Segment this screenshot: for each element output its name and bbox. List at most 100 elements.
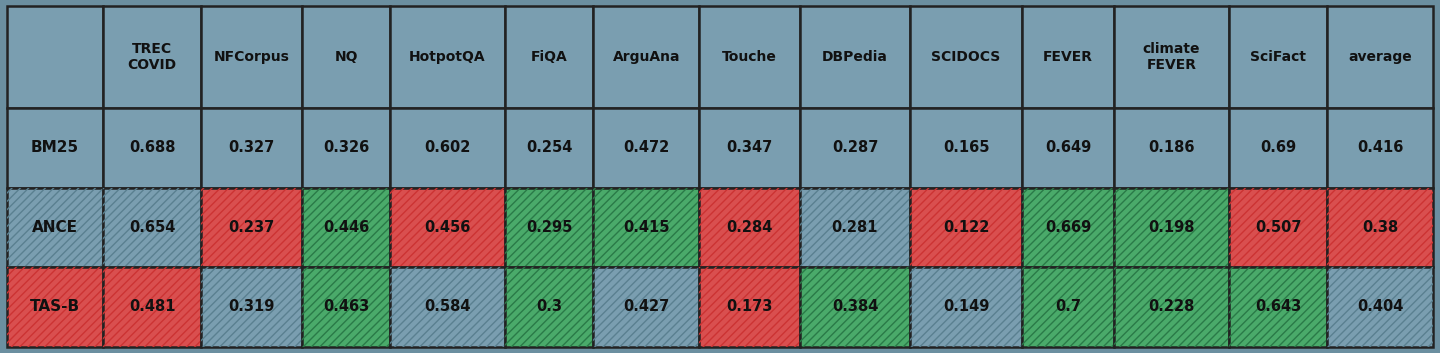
Bar <box>593 267 698 347</box>
Text: 0.3: 0.3 <box>536 299 562 315</box>
Bar <box>801 108 910 187</box>
Text: 0.415: 0.415 <box>624 220 670 235</box>
Bar <box>593 187 698 267</box>
Text: 0.688: 0.688 <box>128 140 176 155</box>
Text: SCIDOCS: SCIDOCS <box>932 50 1001 64</box>
Bar <box>505 108 593 187</box>
Text: 0.481: 0.481 <box>128 299 176 315</box>
Bar <box>1228 267 1328 347</box>
Bar <box>1328 267 1433 347</box>
Text: 0.287: 0.287 <box>832 140 878 155</box>
Bar <box>390 267 505 347</box>
Text: DBPedia: DBPedia <box>822 50 888 64</box>
Text: 0.643: 0.643 <box>1256 299 1302 315</box>
Bar <box>1022 267 1113 347</box>
Bar <box>1113 187 1228 267</box>
Bar <box>7 187 102 267</box>
Text: 0.295: 0.295 <box>526 220 572 235</box>
Bar <box>1113 108 1228 187</box>
Bar <box>1113 187 1228 267</box>
Text: 0.327: 0.327 <box>229 140 275 155</box>
Bar <box>593 187 698 267</box>
Bar <box>698 267 801 347</box>
Text: 0.446: 0.446 <box>323 220 369 235</box>
Text: NQ: NQ <box>334 50 357 64</box>
Bar <box>1228 267 1328 347</box>
Text: 0.472: 0.472 <box>624 140 670 155</box>
Text: 0.198: 0.198 <box>1148 220 1195 235</box>
Text: 0.237: 0.237 <box>229 220 275 235</box>
Bar <box>1328 6 1433 108</box>
Bar <box>910 267 1022 347</box>
Bar <box>302 187 390 267</box>
Bar <box>1228 187 1328 267</box>
Text: 0.649: 0.649 <box>1045 140 1092 155</box>
Text: 0.69: 0.69 <box>1260 140 1296 155</box>
Bar <box>910 187 1022 267</box>
Bar <box>505 267 593 347</box>
Bar <box>102 187 202 267</box>
Bar <box>698 108 801 187</box>
Text: TAS-B: TAS-B <box>30 299 81 315</box>
Text: 0.319: 0.319 <box>229 299 275 315</box>
Bar <box>102 108 202 187</box>
Bar <box>1022 108 1113 187</box>
Bar <box>1228 108 1328 187</box>
Bar <box>698 187 801 267</box>
Bar <box>7 6 102 108</box>
Text: SciFact: SciFact <box>1250 50 1306 64</box>
Bar <box>1228 187 1328 267</box>
Bar <box>698 267 801 347</box>
Bar <box>801 187 910 267</box>
Text: 0.149: 0.149 <box>943 299 989 315</box>
Text: NFCorpus: NFCorpus <box>215 50 289 64</box>
Text: 0.228: 0.228 <box>1148 299 1195 315</box>
Text: 0.416: 0.416 <box>1356 140 1403 155</box>
Bar <box>505 267 593 347</box>
Bar <box>910 108 1022 187</box>
Bar <box>910 267 1022 347</box>
Bar <box>390 187 505 267</box>
Text: 0.384: 0.384 <box>832 299 878 315</box>
Text: 0.404: 0.404 <box>1356 299 1403 315</box>
Text: 0.165: 0.165 <box>943 140 989 155</box>
Bar <box>593 267 698 347</box>
Bar <box>1113 267 1228 347</box>
Bar <box>390 187 505 267</box>
Text: 0.326: 0.326 <box>323 140 369 155</box>
Bar <box>7 187 102 267</box>
Bar <box>593 6 698 108</box>
Text: 0.584: 0.584 <box>423 299 471 315</box>
Bar <box>910 187 1022 267</box>
Text: 0.281: 0.281 <box>832 220 878 235</box>
Bar <box>1113 267 1228 347</box>
Bar <box>202 187 302 267</box>
Bar <box>302 187 390 267</box>
Bar <box>102 267 202 347</box>
Bar <box>801 6 910 108</box>
Text: 0.669: 0.669 <box>1045 220 1092 235</box>
Bar <box>202 267 302 347</box>
Text: 0.602: 0.602 <box>423 140 471 155</box>
Bar <box>593 108 698 187</box>
Text: ANCE: ANCE <box>32 220 78 235</box>
Text: 0.122: 0.122 <box>943 220 989 235</box>
Text: HotpotQA: HotpotQA <box>409 50 485 64</box>
Bar <box>910 6 1022 108</box>
Text: 0.173: 0.173 <box>726 299 773 315</box>
Bar <box>1113 6 1228 108</box>
Bar <box>801 267 910 347</box>
Bar <box>302 267 390 347</box>
Text: 0.427: 0.427 <box>624 299 670 315</box>
Bar <box>698 6 801 108</box>
Bar <box>202 6 302 108</box>
Bar <box>1228 6 1328 108</box>
Bar <box>1328 187 1433 267</box>
Text: 0.463: 0.463 <box>323 299 369 315</box>
Bar <box>102 187 202 267</box>
Bar <box>1328 108 1433 187</box>
Bar <box>102 267 202 347</box>
Text: TREC
COVID: TREC COVID <box>128 42 177 72</box>
Bar <box>1022 267 1113 347</box>
Bar <box>302 108 390 187</box>
